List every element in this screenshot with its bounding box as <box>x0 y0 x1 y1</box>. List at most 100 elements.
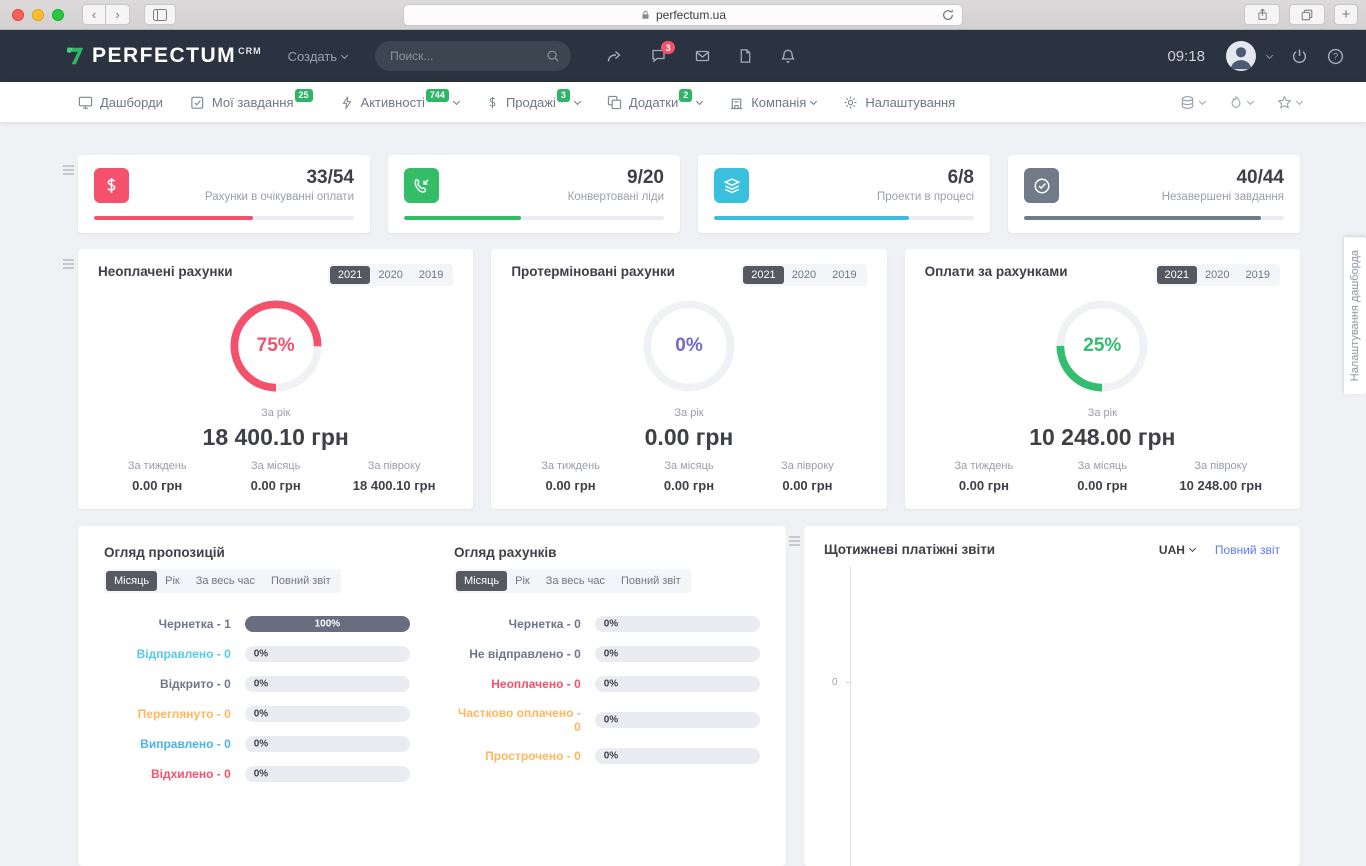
year-tab-2021[interactable]: 2021 <box>1156 266 1198 284</box>
donut-percent: 75% <box>256 335 295 356</box>
status-bars: Чернетка - 1 100% Відправлено - 0 0% Відкрит… <box>104 616 410 782</box>
filter-tab[interactable]: Повний звіт <box>621 575 681 587</box>
status-label: Відкрито - 0 <box>160 677 231 691</box>
period-stat: За місяць 0.00 грн <box>1043 460 1161 493</box>
filter-tab[interactable]: Повний звіт <box>271 575 331 587</box>
invoices-overview: Огляд рахунків Місяць Рік За весь час Повни… <box>454 545 760 847</box>
filter-tab[interactable]: Місяць <box>106 571 158 591</box>
year-tab-2021[interactable]: 2021 <box>329 266 371 284</box>
dashboard-settings-tab[interactable]: Налаштування дашборда <box>1344 237 1366 395</box>
favorites-menu[interactable] <box>1277 94 1304 110</box>
donut-percent: 25% <box>1083 335 1122 356</box>
mail-icon[interactable] <box>694 48 711 64</box>
year-tab-2020[interactable]: 2020 <box>378 269 403 281</box>
sidebar-toggle-button[interactable] <box>144 4 176 25</box>
year-tabs: 2021 2020 2019 <box>741 264 867 286</box>
period-stat: За місяць 0.00 грн <box>216 460 334 493</box>
clock: 09:18 <box>1167 47 1205 65</box>
subnav-item-addons[interactable]: Додатки 2 <box>607 88 704 110</box>
create-menu[interactable]: Создать <box>288 49 349 64</box>
period-caption: За рік <box>261 407 291 419</box>
minimize-window-button[interactable] <box>32 8 44 21</box>
subnav-item-company[interactable]: Компанія <box>729 95 818 110</box>
bell-icon[interactable] <box>780 48 796 65</box>
status-bar: 0% <box>244 766 410 782</box>
tab-overview-button[interactable] <box>1289 4 1325 25</box>
user-menu[interactable] <box>1226 41 1274 71</box>
full-report-link[interactable]: Повний звіт <box>1214 542 1280 557</box>
logo-leaf-icon <box>66 47 84 65</box>
share-button[interactable] <box>1244 4 1280 25</box>
logout-icon[interactable] <box>1291 48 1308 65</box>
subnav-item-dashboards[interactable]: Дашборди <box>78 95 163 110</box>
subnav-item-settings[interactable]: Налаштування <box>843 95 955 110</box>
refresh-icon[interactable] <box>941 8 955 22</box>
period-label: За тиждень <box>954 460 1014 472</box>
period-label: За півроку <box>1194 460 1248 472</box>
drag-handle-icon[interactable] <box>789 536 800 548</box>
search-input[interactable] <box>375 41 572 71</box>
bar-percent: 0% <box>603 678 619 690</box>
subnav-item-my-tasks[interactable]: Мої завдання 25 <box>190 88 313 110</box>
filter-tab[interactable]: Рік <box>165 575 180 587</box>
status-bar: 0% <box>244 736 410 752</box>
year-tab-2019[interactable]: 2019 <box>1245 269 1270 281</box>
filter-tabs: Місяць Рік За весь час Повний звіт <box>454 569 691 593</box>
year-tab-2021[interactable]: 2021 <box>743 266 784 284</box>
year-tab-2020[interactable]: 2020 <box>791 269 817 281</box>
filter-tab[interactable]: За весь час <box>545 575 605 587</box>
donut-chart: 0% <box>637 294 741 398</box>
subnav-item-sales[interactable]: Продажі 3 <box>486 88 581 110</box>
flame-menu[interactable] <box>1229 95 1255 110</box>
status-row: Чернетка - 0 0% <box>454 616 760 632</box>
close-window-button[interactable] <box>12 8 24 21</box>
app-logo[interactable]: PERFECTUM CRM <box>64 45 262 67</box>
filter-tab[interactable]: Рік <box>515 575 530 587</box>
status-row: Чернетка - 1 100% <box>104 616 410 632</box>
document-icon[interactable] <box>738 48 753 64</box>
dollar-icon <box>94 168 129 203</box>
card-title: Протерміновані рахунки <box>511 264 675 279</box>
donut-card: Протерміновані рахунки 2021 2020 2019 0% За р… <box>491 249 887 509</box>
filter-tabs: Місяць Рік За весь час Повний звіт <box>104 569 341 593</box>
subnav-item-label: Активності <box>360 94 425 110</box>
progress-bar <box>1024 216 1284 220</box>
filter-tab[interactable]: За весь час <box>195 575 255 587</box>
help-icon[interactable]: ? <box>1327 48 1344 65</box>
dashboard: 33/54 Рахунки в очікуванні оплати 9/20 Конв… <box>0 122 1366 866</box>
subnav-item-activities[interactable]: Активності 744 <box>340 88 460 110</box>
new-tab-button[interactable]: + <box>1334 4 1358 25</box>
browser-forward-button[interactable]: › <box>106 4 130 25</box>
search-icon[interactable] <box>546 49 560 63</box>
layers-icon <box>1181 95 1194 109</box>
drag-handle-icon[interactable] <box>63 259 74 271</box>
drag-handle-icon[interactable] <box>63 165 74 177</box>
chevron-down-icon <box>810 97 818 105</box>
period-value: 0.00 грн <box>958 478 1009 493</box>
card-title: Огляд пропозицій <box>104 545 225 560</box>
flame-icon <box>1231 95 1241 108</box>
status-bar: 0% <box>594 646 760 662</box>
layers-icon <box>714 168 749 203</box>
currency-dropdown[interactable]: UAH <box>1159 543 1196 557</box>
year-tab-2019[interactable]: 2019 <box>418 269 444 281</box>
logo-text: PERFECTUM <box>92 44 237 67</box>
year-tab-2019[interactable]: 2019 <box>832 269 857 281</box>
filter-tab[interactable]: Місяць <box>456 571 508 591</box>
period-value: 0.00 грн <box>132 478 183 493</box>
year-tab-2020[interactable]: 2020 <box>1205 269 1230 281</box>
bar-percent: 0% <box>603 618 619 630</box>
period-value: 10 248.00 грн <box>1179 478 1263 493</box>
period-stat: За півроку 18 400.10 грн <box>335 460 453 493</box>
fullscreen-window-button[interactable] <box>52 8 64 21</box>
bottom-row: Огляд пропозицій Місяць Рік За весь час Пов… <box>78 526 1300 866</box>
address-bar[interactable]: perfectum.ua <box>403 4 963 26</box>
browser-back-button[interactable]: ‹ <box>82 4 106 25</box>
chat-icon[interactable]: 3 <box>650 41 676 64</box>
layers-menu[interactable] <box>1180 95 1207 110</box>
sidebar-icon <box>153 8 167 21</box>
forward-action-icon[interactable] <box>605 48 623 64</box>
status-label: Не відправлено - 0 <box>469 647 581 661</box>
bar-percent: 100% <box>314 618 341 630</box>
status-bar: 0% <box>244 706 410 722</box>
